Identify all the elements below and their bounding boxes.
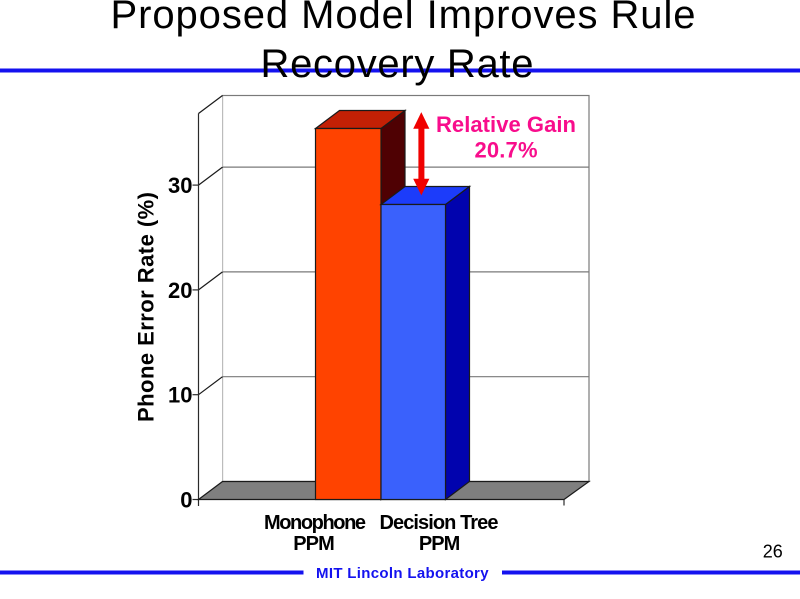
svg-text:Monophone: Monophone xyxy=(264,512,366,534)
svg-text:26: 26 xyxy=(763,542,783,562)
svg-text:Phone Error Rate (%): Phone Error Rate (%) xyxy=(134,192,159,422)
svg-text:20.7%: 20.7% xyxy=(475,138,538,163)
svg-text:30: 30 xyxy=(168,173,192,198)
svg-text:PPM: PPM xyxy=(293,533,335,555)
svg-text:Proposed Model Improves Rule: Proposed Model Improves Rule xyxy=(111,0,696,37)
svg-text:PPM: PPM xyxy=(419,533,461,555)
svg-text:10: 10 xyxy=(168,383,192,408)
svg-text:Relative Gain: Relative Gain xyxy=(436,112,576,137)
svg-text:20: 20 xyxy=(168,278,192,303)
svg-text:Decision Tree: Decision Tree xyxy=(380,512,499,534)
svg-text:0: 0 xyxy=(180,487,192,512)
svg-text:Recovery Rate: Recovery Rate xyxy=(261,42,534,86)
svg-text:MIT Lincoln Laboratory: MIT Lincoln Laboratory xyxy=(316,565,489,582)
